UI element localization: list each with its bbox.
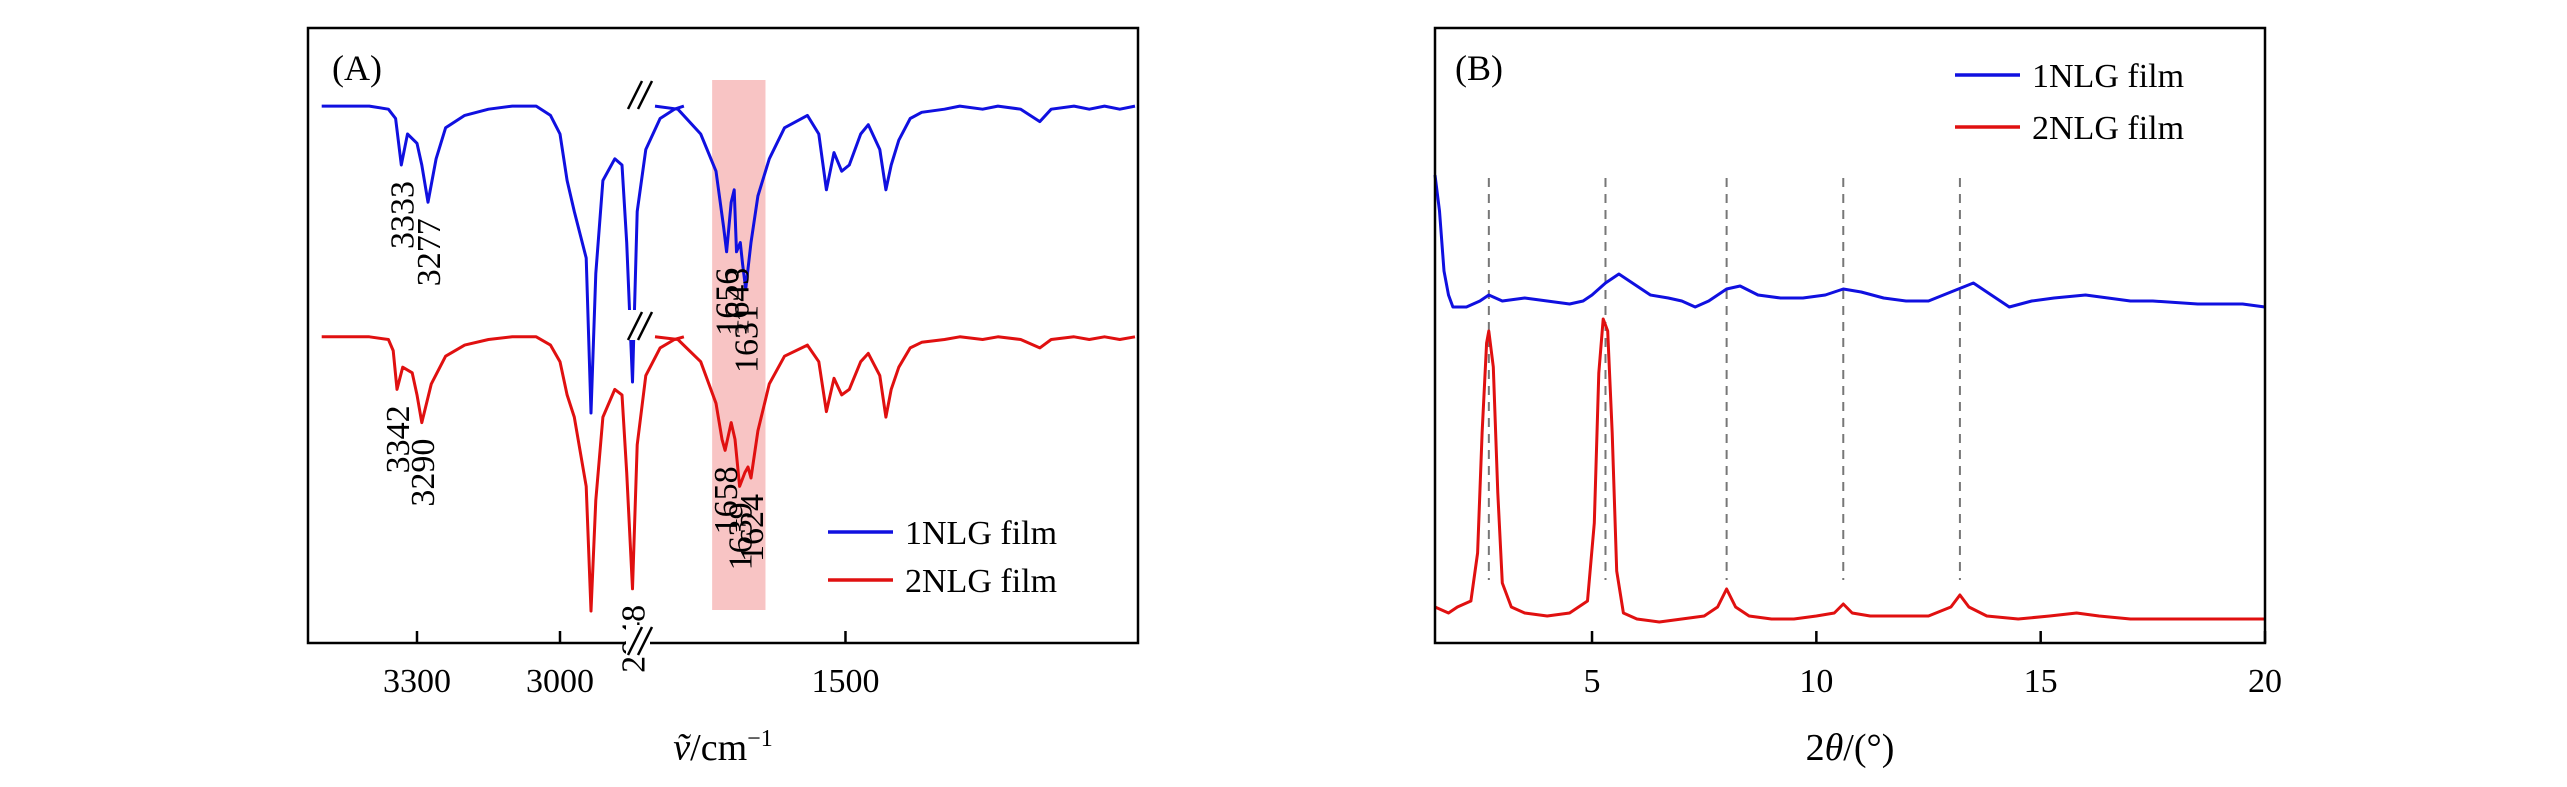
peak-label-1643: 1643 bbox=[720, 268, 757, 336]
legend-label-2: 2NLG film bbox=[2032, 110, 2184, 147]
x-axis-exponent: −1 bbox=[747, 726, 773, 752]
panel-a-annotations: 3333327716561643163133423290284816581639… bbox=[380, 181, 771, 673]
axis-break-mark bbox=[636, 311, 654, 341]
panel-b: 5 10 15 20 (B) 1NLG film 2NLG film 2θ/(°) bbox=[1433, 26, 2282, 769]
legend-label-1: 1NLG film bbox=[905, 515, 1057, 552]
panel-b-x-ticks: 5 10 15 20 bbox=[1584, 631, 2282, 700]
peak-label-3290: 3290 bbox=[405, 439, 442, 507]
panel-a-x-ticks: 3300 3000 1500 bbox=[383, 631, 879, 700]
peak-label-3277: 3277 bbox=[411, 218, 448, 286]
x-tick-label: 10 bbox=[1799, 663, 1833, 700]
series-line-2 bbox=[1434, 317, 2265, 624]
x-axis-symbol: θ bbox=[1825, 727, 1844, 769]
x-tick-label: 3000 bbox=[526, 663, 594, 700]
panel-b-legend: 1NLG film 2NLG film bbox=[1955, 58, 2184, 147]
panel-b-x-axis-title: 2θ/(°) bbox=[1806, 727, 1895, 769]
peak-label-3333: 3333 bbox=[384, 181, 421, 249]
peak-label-1639: 1639 bbox=[723, 502, 760, 570]
panel-a-legend: 1NLG film 2NLG film bbox=[828, 515, 1057, 600]
peak-label-1631: 1631 bbox=[729, 305, 766, 373]
axis-break-mark bbox=[636, 626, 654, 656]
panel-a-label: (A) bbox=[332, 48, 382, 88]
series-line-2-segment-2 bbox=[654, 335, 1136, 488]
x-tick-label: 15 bbox=[2024, 663, 2058, 700]
axis-break-mark bbox=[626, 80, 644, 110]
reference-lines bbox=[1487, 178, 1961, 580]
axis-break-marks bbox=[626, 79, 654, 656]
peak-label-3342: 3342 bbox=[380, 405, 417, 473]
highlight-region bbox=[712, 80, 766, 610]
series-line-1 bbox=[1433, 174, 2266, 309]
panel-a-frame bbox=[306, 26, 1140, 645]
x-axis-unit: /cm bbox=[690, 727, 747, 769]
legend-label-2: 2NLG film bbox=[905, 563, 1057, 600]
x-tick-label: 5 bbox=[1584, 663, 1601, 700]
peak-label-1658: 1658 bbox=[708, 466, 745, 534]
x-tick-label: 20 bbox=[2248, 663, 2282, 700]
panel-a-x-axis-title: ṽ/cm−1 bbox=[673, 726, 772, 769]
panel-a: 3333327716561643163133423290284816581639… bbox=[306, 26, 1140, 769]
legend-label-1: 1NLG film bbox=[2032, 58, 2184, 95]
peak-label-1656: 1656 bbox=[710, 268, 747, 336]
panel-b-frame bbox=[1433, 26, 2267, 645]
series-line-1-segment-2 bbox=[654, 104, 1136, 291]
panel-a-series-group bbox=[321, 104, 1136, 613]
series-line-2-segment-1 bbox=[321, 335, 685, 613]
panel-b-series-group bbox=[1433, 174, 2266, 624]
x-axis-unit: /(°) bbox=[1843, 727, 1894, 769]
x-axis-prefix: 2 bbox=[1806, 727, 1825, 769]
series-line-1-segment-1 bbox=[321, 104, 685, 415]
axis-break-mark bbox=[626, 626, 644, 656]
x-axis-symbol: ṽ bbox=[673, 727, 691, 769]
axis-break-mark bbox=[636, 80, 654, 110]
x-tick-label: 1500 bbox=[811, 663, 879, 700]
x-tick-label: 3300 bbox=[383, 663, 451, 700]
peak-label-1624: 1624 bbox=[734, 494, 771, 562]
panel-b-label: (B) bbox=[1455, 48, 1503, 88]
axis-break-mark bbox=[626, 311, 644, 341]
